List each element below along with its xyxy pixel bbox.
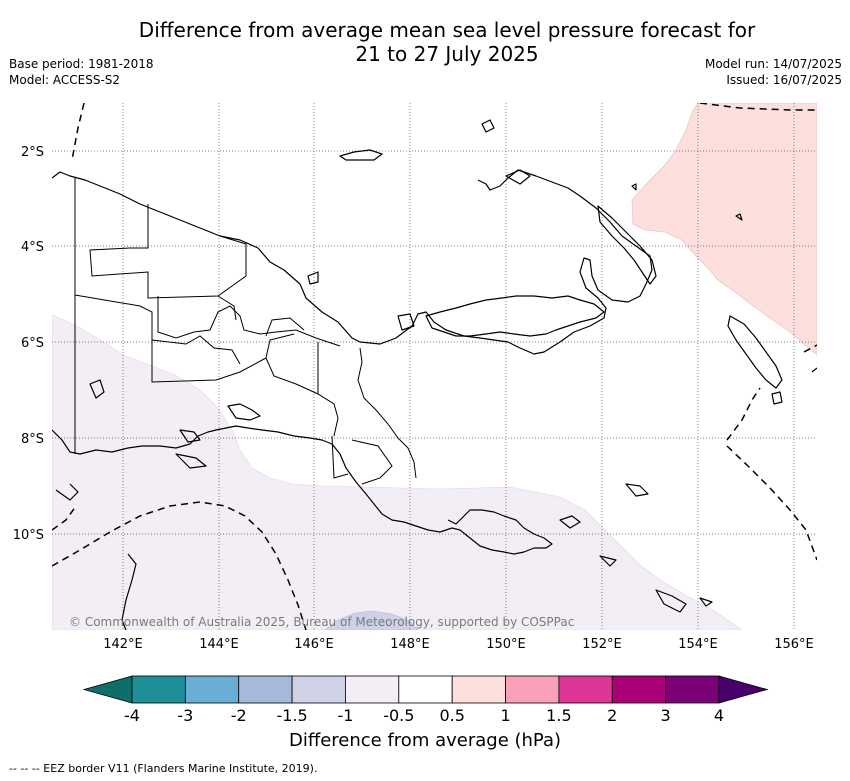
colorbar-segment bbox=[665, 675, 720, 704]
map-panel: © Commonwealth of Australia 2025, Bureau… bbox=[52, 103, 817, 630]
chart-title: Difference from average mean sea level p… bbox=[0, 18, 850, 66]
graticule bbox=[52, 103, 817, 630]
copyright-label: © Commonwealth of Australia 2025, Bureau… bbox=[69, 615, 574, 629]
colorbar-title: Difference from average (hPa) bbox=[288, 730, 562, 751]
colorbar-segment bbox=[291, 675, 346, 704]
anomaly-region-negative bbox=[52, 314, 743, 630]
colorbar: -4 -3 -2 -1.5 -1 -0.5 0.5 1 1.5 2 3 4 bbox=[82, 675, 769, 725]
lon-label-150e: 150°E bbox=[486, 637, 526, 652]
colorbar-tick-label: 1.5 bbox=[546, 706, 571, 725]
colorbar-segment bbox=[451, 675, 506, 704]
eez-footnote: -- -- -- EEZ border V11 (Flanders Marine… bbox=[9, 762, 318, 775]
colorbar-tick-label: -3 bbox=[177, 706, 193, 725]
colorbar-tick-label: -4 bbox=[124, 706, 140, 725]
base-period-label: Base period: 1981-2018 bbox=[9, 57, 154, 71]
title-line-1: Difference from average mean sea level p… bbox=[138, 18, 756, 42]
issued-label: Issued: 16/07/2025 bbox=[726, 73, 842, 87]
lat-label-10s: 10°S bbox=[13, 528, 44, 543]
colorbar-tick-label: -1.5 bbox=[276, 706, 307, 725]
colorbar-segment bbox=[238, 675, 293, 704]
colorbar-segment bbox=[398, 675, 453, 704]
colorbar-segment bbox=[505, 675, 560, 704]
colorbar-tick-label: 0.5 bbox=[439, 706, 464, 725]
lon-label-152e: 152°E bbox=[582, 637, 622, 652]
model-run-label: Model run: 14/07/2025 bbox=[704, 57, 842, 71]
provincial-boundaries bbox=[74, 178, 417, 485]
lon-label-144e: 144°E bbox=[199, 637, 239, 652]
lat-label-4s: 4°S bbox=[21, 240, 44, 255]
colorbar-tick-label: 4 bbox=[714, 706, 724, 725]
title-line-2: 21 to 27 July 2025 bbox=[355, 42, 539, 66]
eez-borders bbox=[52, 103, 817, 630]
coastline bbox=[52, 119, 817, 630]
colorbar-segment bbox=[558, 675, 613, 704]
colorbar-tick-label: -1 bbox=[337, 706, 353, 725]
model-label: Model: ACCESS-S2 bbox=[9, 73, 121, 87]
colorbar-segment bbox=[184, 675, 240, 704]
anomaly-region-positive bbox=[631, 103, 817, 356]
meta-right: Model run: 14/07/2025 Issued: 16/07/2025 bbox=[705, 56, 842, 88]
colorbar-segment bbox=[345, 675, 400, 704]
colorbar-tick-label: -2 bbox=[231, 706, 247, 725]
meta-left: Base period: 1981-2018 Model: ACCESS-S2 bbox=[9, 56, 154, 88]
lat-labels: 2°S 4°S 6°S 8°S 10°S bbox=[13, 145, 44, 543]
anomaly-region-negative-strong bbox=[324, 610, 419, 630]
colorbar-tick-label: 3 bbox=[661, 706, 671, 725]
colorbar-segment bbox=[131, 675, 186, 704]
colorbar-tick-label: 1 bbox=[500, 706, 510, 725]
colorbar-arrow-low bbox=[82, 675, 133, 704]
lon-label-156e: 156°E bbox=[774, 637, 814, 652]
lon-labels: 142°E 144°E 146°E 148°E 150°E 152°E 154°… bbox=[103, 637, 814, 652]
colorbar-segment bbox=[611, 675, 667, 704]
lon-label-146e: 146°E bbox=[294, 637, 334, 652]
lon-label-154e: 154°E bbox=[678, 637, 718, 652]
lat-label-8s: 8°S bbox=[21, 432, 44, 447]
lon-label-148e: 148°E bbox=[390, 637, 430, 652]
lon-label-142e: 142°E bbox=[103, 637, 143, 652]
colorbar-tick-label: 2 bbox=[607, 706, 617, 725]
lat-label-2s: 2°S bbox=[21, 145, 44, 160]
colorbar-tick-label: -0.5 bbox=[383, 706, 414, 725]
colorbar-arrow-high bbox=[718, 675, 769, 704]
lat-label-6s: 6°S bbox=[21, 336, 44, 351]
